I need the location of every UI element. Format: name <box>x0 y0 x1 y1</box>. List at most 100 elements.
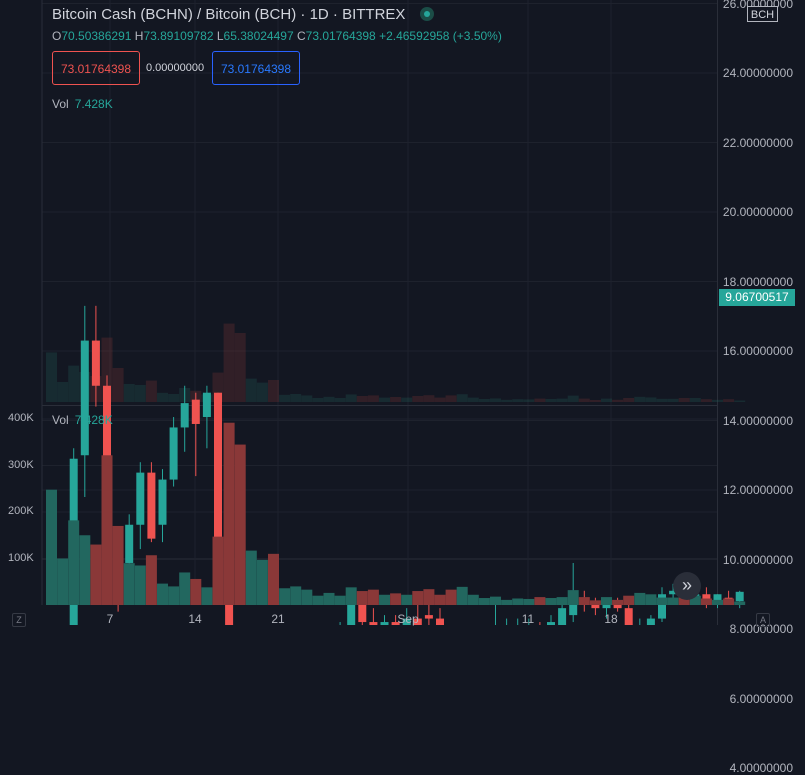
volume-overlay-bar <box>123 384 135 402</box>
volume-overlay-bar <box>656 398 668 402</box>
volume-overlay-bar <box>256 382 268 402</box>
volume-bar <box>134 565 146 605</box>
volume-bar <box>512 598 524 605</box>
volume-bar <box>678 595 690 605</box>
double-chevron-right-icon: » <box>681 575 692 595</box>
volume-overlay-bar <box>556 398 568 402</box>
volume-overlay-bar <box>145 380 157 402</box>
volume-legend-value: 7.428K <box>74 97 113 111</box>
price-tick-label: 20.00000000 <box>722 205 793 219</box>
volume-overlay-bar <box>234 333 246 402</box>
volume-bar <box>112 525 124 605</box>
volume-tick-label: 400K <box>8 412 34 424</box>
separator: · <box>300 6 310 23</box>
currency-tag: BCH <box>747 6 778 22</box>
price-tick-label: 14.00000000 <box>722 413 793 428</box>
interval-label: 1D <box>309 6 329 23</box>
scroll-to-realtime-button[interactable]: » <box>673 572 701 600</box>
volume-tick-label: 200K <box>8 505 34 517</box>
volume-overlay-bar <box>445 395 457 402</box>
price-tick-label: 24.00000000 <box>722 66 793 80</box>
volume-overlay-bar <box>134 385 146 402</box>
volume-bar <box>268 553 279 605</box>
sell-button[interactable]: 73.01764398 <box>52 51 140 85</box>
time-tick-label: 11 <box>521 612 535 626</box>
volume-bar <box>412 591 424 605</box>
volume-overlay-bar <box>279 394 291 402</box>
candle-body <box>202 392 211 418</box>
open-label: O <box>52 29 62 43</box>
symbol-legend[interactable]: Bitcoin Cash (BCHN) / Bitcoin (BCH) · 1D… <box>52 6 434 24</box>
volume-overlay-bar <box>379 397 390 402</box>
candle-body <box>702 594 711 602</box>
volume-bar <box>578 597 590 605</box>
volume-bar <box>490 596 501 605</box>
volume-bar <box>179 572 191 605</box>
volume-overlay-bar <box>490 398 501 402</box>
volume-overlay-bar <box>623 398 635 402</box>
volume-bar <box>423 589 435 605</box>
candle-body <box>91 340 100 386</box>
volume-tick-label: 300K <box>8 458 34 471</box>
volume-bar <box>623 595 635 605</box>
volume-bar <box>223 422 235 605</box>
volume-overlay-bar <box>46 352 57 402</box>
volume-overlay-bar <box>589 400 601 402</box>
volume-bar <box>312 595 324 605</box>
volume-overlay-bar <box>390 397 402 402</box>
volume-legend-pane[interactable]: Vol 7.428K <box>52 413 113 427</box>
candle-body <box>147 472 156 539</box>
last-price-label: 9.06700517 <box>719 289 795 306</box>
candle-body <box>402 618 411 625</box>
volume-bar <box>245 550 257 605</box>
volume-overlay-bar <box>101 337 113 402</box>
open-value: 70.50386291 <box>61 29 132 43</box>
volume-bar <box>645 594 657 605</box>
volume-legend-main[interactable]: Vol 7.428K <box>52 97 113 111</box>
volume-overlay-bar <box>68 365 80 402</box>
candle-body <box>624 608 633 625</box>
volume-bar <box>379 594 390 605</box>
symbol-name: Bitcoin Cash (BCHN) / Bitcoin (BCH) <box>52 6 297 23</box>
volume-bar <box>434 594 446 605</box>
candle-body <box>347 601 356 625</box>
candle-body <box>658 594 666 619</box>
volume-bar <box>201 587 213 605</box>
symbol-title: Bitcoin Cash (BCHN) / Bitcoin (BCH) · 1D… <box>52 6 410 23</box>
candle-body <box>735 591 744 602</box>
volume-overlay-bar <box>168 394 180 402</box>
volume-bar <box>101 455 113 605</box>
volume-bar <box>712 599 723 605</box>
volume-legend-label: Vol <box>52 413 69 427</box>
volume-overlay-bar <box>423 395 435 402</box>
volume-legend-value: 7.428K <box>74 413 113 427</box>
volume-bar <box>168 586 180 605</box>
volume-bar <box>279 588 291 605</box>
volume-overlay-bar <box>612 399 624 402</box>
candle-body <box>169 427 178 480</box>
volume-overlay-bar <box>512 399 524 402</box>
time-tick-label: 21 <box>271 612 285 626</box>
candle-body <box>413 618 422 625</box>
price-tick-label: 16.00000000 <box>722 344 793 358</box>
candle-body <box>558 608 567 625</box>
chart-canvas[interactable] <box>0 0 805 625</box>
volume-overlay-bar <box>667 398 679 402</box>
buy-button[interactable]: 73.01764398 <box>212 51 300 85</box>
volume-overlay-bar <box>223 323 235 402</box>
volume-overlay-bar <box>712 399 723 402</box>
candle-body <box>646 618 655 625</box>
candle-body <box>158 479 167 525</box>
candle-body <box>391 622 400 625</box>
volume-overlay-bar <box>645 397 657 402</box>
volume-bar <box>90 544 102 605</box>
ohlc-values: O70.50386291 H73.89109782 L65.38024497 C… <box>52 29 502 43</box>
volume-overlay-bar <box>478 399 490 402</box>
volume-bar <box>656 597 668 605</box>
candle-body <box>436 618 444 625</box>
candle-body <box>214 392 222 588</box>
volume-bar <box>689 595 701 605</box>
price-tick-label: 6.00000000 <box>729 691 793 706</box>
candle-body <box>613 604 622 609</box>
volume-bar <box>523 598 535 605</box>
